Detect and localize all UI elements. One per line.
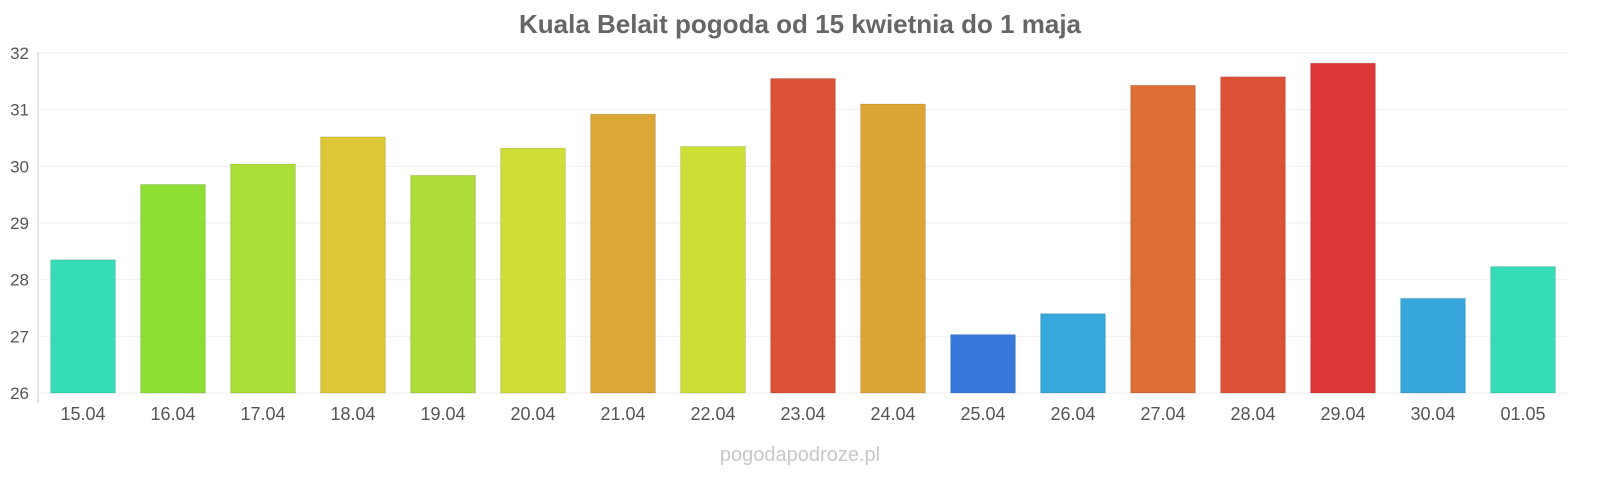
bars (50, 62, 1556, 394)
x-tick-label: 17.04 (240, 404, 285, 424)
x-tick-label: 23.04 (780, 404, 825, 424)
y-tick-label: 27 (10, 327, 29, 346)
bar (680, 146, 746, 394)
bar (1220, 76, 1286, 394)
y-tick-label: 26 (10, 384, 29, 403)
bar (1490, 266, 1556, 394)
bar (230, 163, 296, 394)
x-tick-label: 29.04 (1320, 404, 1365, 424)
x-tick-label: 28.04 (1230, 404, 1275, 424)
x-tick-label: 26.04 (1050, 404, 1095, 424)
x-tick-label: 21.04 (600, 404, 645, 424)
watermark: pogodapodroze.pl (720, 444, 880, 466)
x-tick-label: 22.04 (690, 404, 735, 424)
bar (1130, 84, 1196, 394)
bar (140, 184, 206, 394)
y-tick-label: 28 (10, 271, 29, 290)
bar (950, 334, 1016, 394)
bar (1040, 313, 1106, 394)
bar (50, 259, 116, 394)
bar (410, 174, 476, 394)
bar (590, 113, 656, 394)
x-tick-label: 20.04 (510, 404, 555, 424)
x-axis-ticks: 15.04 16.04 17.04 18.04 19.04 20.04 21.04 22.04… (60, 404, 1545, 424)
x-tick-label: 16.04 (150, 404, 195, 424)
x-tick-label: 19.04 (420, 404, 465, 424)
x-tick-label: 27.04 (1140, 404, 1185, 424)
y-tick-label: 29 (10, 214, 29, 233)
x-tick-label: 18.04 (330, 404, 375, 424)
y-tick-label: 30 (10, 157, 29, 176)
y-axis-ticks: 26 27 28 29 30 31 32 (10, 44, 29, 403)
x-tick-label: 25.04 (960, 404, 1005, 424)
x-tick-label: 30.04 (1410, 404, 1455, 424)
chart-title: Kuala Belait pogoda od 15 kwietnia do 1 … (519, 9, 1082, 39)
x-tick-label: 01.05 (1500, 404, 1545, 424)
y-tick-label: 31 (10, 101, 29, 120)
bar (770, 78, 836, 394)
y-tick-label: 32 (10, 44, 29, 63)
x-tick-label: 15.04 (60, 404, 105, 424)
bar (500, 147, 566, 394)
bar (860, 103, 926, 394)
bar (320, 136, 386, 394)
x-tick-label: 24.04 (870, 404, 915, 424)
bar (1400, 297, 1466, 394)
bar (1310, 62, 1376, 394)
